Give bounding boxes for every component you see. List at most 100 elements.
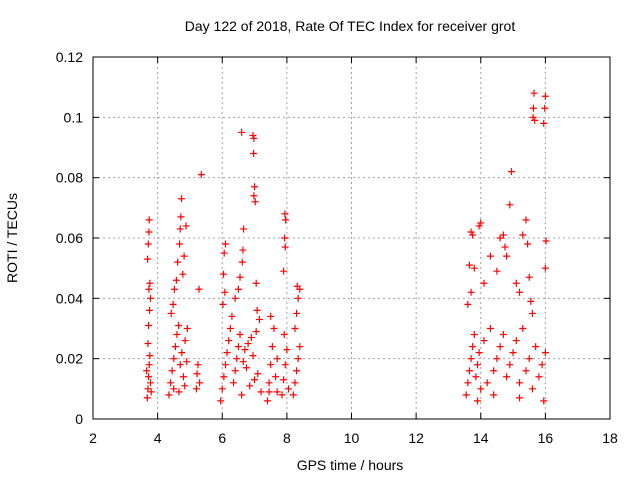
data-point bbox=[503, 373, 511, 381]
data-point bbox=[250, 150, 258, 158]
data-point bbox=[528, 309, 536, 317]
data-point bbox=[278, 391, 286, 399]
data-point bbox=[228, 312, 236, 320]
data-point bbox=[230, 379, 238, 387]
data-point bbox=[467, 355, 475, 363]
data-point bbox=[541, 104, 549, 112]
data-point bbox=[170, 285, 178, 293]
data-point bbox=[144, 255, 152, 263]
chart-title: Day 122 of 2018, Rate Of TEC Index for r… bbox=[185, 18, 516, 34]
data-point bbox=[246, 382, 254, 390]
data-point bbox=[178, 195, 186, 203]
data-point bbox=[231, 294, 239, 302]
data-point bbox=[525, 355, 533, 363]
data-point bbox=[220, 373, 228, 381]
data-point bbox=[524, 240, 532, 248]
y-tick-label: 0.02 bbox=[56, 351, 83, 367]
data-point bbox=[250, 192, 258, 200]
data-point bbox=[217, 397, 225, 405]
x-tick-label: 10 bbox=[344, 430, 360, 446]
data-point bbox=[280, 376, 288, 384]
data-point bbox=[181, 337, 189, 345]
data-point bbox=[263, 397, 271, 405]
data-point bbox=[465, 261, 473, 269]
data-point bbox=[226, 325, 234, 332]
data-point bbox=[281, 243, 289, 251]
data-point bbox=[522, 367, 530, 375]
data-point bbox=[225, 337, 233, 345]
data-point bbox=[506, 201, 514, 209]
data-point bbox=[197, 171, 205, 179]
data-point bbox=[183, 325, 191, 332]
data-point bbox=[238, 391, 246, 399]
data-point bbox=[503, 252, 511, 260]
data-point bbox=[493, 267, 501, 275]
data-point bbox=[469, 343, 477, 351]
data-point bbox=[143, 367, 151, 375]
data-point bbox=[496, 234, 504, 242]
data-point bbox=[180, 252, 188, 260]
data-points bbox=[143, 89, 550, 405]
data-point bbox=[175, 388, 183, 396]
y-tick-label: 0.12 bbox=[56, 49, 83, 65]
data-point bbox=[531, 116, 539, 124]
data-point bbox=[475, 222, 483, 230]
data-point bbox=[251, 183, 259, 191]
data-point bbox=[145, 285, 153, 293]
data-point bbox=[242, 364, 250, 372]
data-point bbox=[477, 385, 485, 393]
data-point bbox=[282, 216, 290, 224]
data-point bbox=[519, 231, 527, 239]
data-point bbox=[270, 325, 278, 332]
data-point bbox=[464, 379, 472, 387]
data-point bbox=[480, 337, 488, 345]
data-point bbox=[146, 306, 154, 314]
data-point bbox=[220, 249, 228, 257]
ticks: 2 4 6 8 10 12 14 16 18 0 0.02 0.04 0.06 0.08 0.1 0.12 bbox=[56, 49, 618, 446]
data-point bbox=[167, 379, 175, 387]
data-point bbox=[146, 279, 154, 287]
data-point bbox=[238, 128, 246, 136]
data-point bbox=[540, 119, 548, 127]
x-tick-label: 6 bbox=[218, 430, 226, 446]
data-point bbox=[538, 361, 546, 369]
data-point bbox=[464, 300, 472, 308]
data-point bbox=[540, 397, 548, 405]
data-point bbox=[294, 294, 302, 302]
data-point bbox=[221, 240, 229, 248]
data-point bbox=[281, 234, 289, 242]
y-tick-label: 0.06 bbox=[56, 230, 83, 246]
data-point bbox=[221, 288, 229, 296]
data-point bbox=[283, 346, 291, 354]
data-point bbox=[474, 361, 482, 369]
data-point bbox=[527, 297, 535, 305]
x-tick-label: 12 bbox=[408, 430, 424, 446]
data-point bbox=[234, 285, 242, 293]
data-point bbox=[254, 370, 262, 378]
data-point bbox=[516, 379, 524, 387]
data-point bbox=[265, 388, 273, 396]
data-point bbox=[507, 168, 515, 176]
data-point bbox=[267, 312, 275, 320]
y-tick-label: 0.08 bbox=[56, 170, 83, 186]
data-point bbox=[467, 288, 475, 296]
data-point bbox=[490, 367, 498, 375]
data-point bbox=[144, 240, 152, 248]
data-point bbox=[177, 213, 185, 221]
data-point bbox=[506, 361, 514, 369]
data-point bbox=[182, 222, 190, 230]
data-point bbox=[541, 92, 549, 100]
data-point bbox=[252, 279, 260, 287]
data-point bbox=[293, 282, 301, 290]
data-point bbox=[281, 361, 289, 369]
data-point bbox=[145, 321, 153, 329]
data-point bbox=[291, 325, 299, 332]
data-point bbox=[496, 343, 504, 351]
data-point bbox=[486, 252, 494, 260]
data-point bbox=[165, 391, 173, 399]
data-point bbox=[221, 361, 229, 369]
data-point bbox=[272, 373, 280, 381]
data-point bbox=[168, 367, 176, 375]
